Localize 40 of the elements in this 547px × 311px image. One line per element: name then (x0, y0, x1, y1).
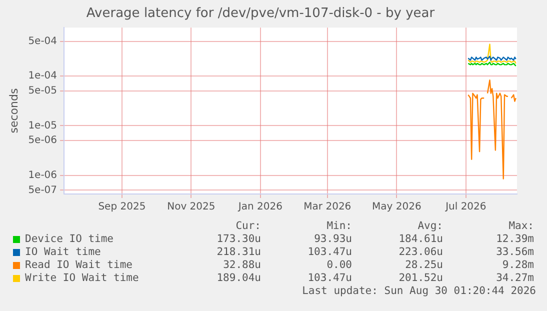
x-tick-label: May 2026 (372, 202, 422, 213)
text: 103.47u (306, 246, 352, 259)
x-tick-label: Jan 2026 (237, 202, 282, 213)
text: 33.56m (495, 246, 534, 259)
text: 9.28m (501, 259, 534, 272)
text: 34.27m (495, 272, 534, 285)
text: 12.39m (495, 233, 534, 246)
y-axis-title: seconds (7, 88, 20, 134)
text: 32.88u (222, 259, 261, 272)
text: 103.47u (306, 272, 352, 285)
y-tick-label: 1e-05 (28, 120, 58, 132)
text: 189.04u (216, 272, 261, 285)
text: Last update: Sun Aug 30 01:20:44 2026 (301, 285, 536, 298)
y-tick-label: 5e-06 (28, 135, 58, 146)
legend-label: Read IO Wait time (25, 259, 132, 272)
y-tick-label: 1e-04 (28, 70, 58, 82)
text: 173.30u (216, 233, 261, 246)
x-tick-label: Jul 2026 (444, 202, 486, 213)
chart-title: Average latency for /dev/pve/vm-107-disk-0 - by year (86, 6, 436, 22)
text: Max: (508, 220, 534, 233)
y-tick-label: 5e-05 (28, 86, 58, 97)
x-tick-label: Mar 2026 (304, 202, 352, 213)
text: 93.93u (313, 233, 352, 246)
text: 223.06u (398, 246, 443, 259)
text: Cur: (234, 220, 261, 233)
legend-label: Device IO time (25, 233, 114, 246)
text: Min: (326, 220, 352, 233)
y-tick-label: 1e-06 (28, 170, 58, 181)
y-tick-label: 5e-07 (28, 184, 58, 196)
text: 201.52u (398, 272, 443, 285)
x-tick-label: Nov 2025 (167, 202, 216, 213)
text: 0.00 (326, 259, 352, 272)
text: 28.25u (404, 259, 443, 272)
text: 218.31u (216, 246, 261, 259)
legend-label: Write IO Wait time (25, 272, 139, 285)
y-tick-label: 5e-04 (28, 36, 58, 48)
text: Avg: (416, 220, 443, 233)
legend-label: IO Wait time (25, 246, 101, 259)
text: 184.61u (398, 233, 443, 246)
x-tick-label: Sep 2025 (98, 202, 146, 213)
